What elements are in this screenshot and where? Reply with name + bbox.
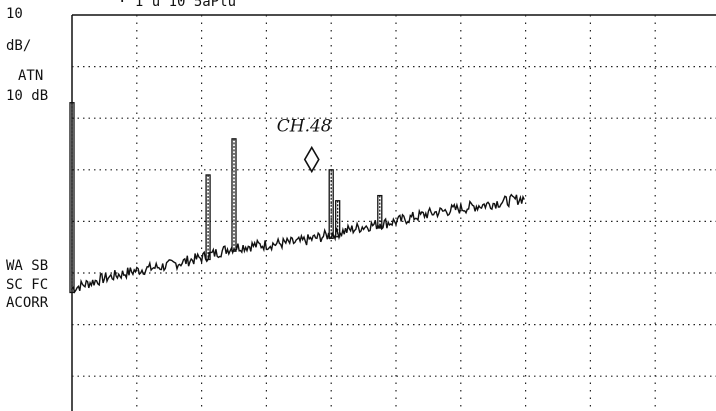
atten-value: 10 dB [6,88,48,104]
spectrum-trace [71,193,525,294]
mode-label-2: SC FC [6,277,48,293]
marker-diamond [303,145,320,174]
marker-label: CH.48 [277,116,332,136]
header-fragment: · 1 u 10 5aPlu [118,0,236,10]
mode-label-3: ACORR [6,295,49,311]
channel-marker [303,145,320,174]
graticule-grid [72,15,716,411]
scale-unit: dB/ [6,38,31,54]
mode-label-1: WA SB [6,258,48,274]
scale-value: 10 [6,6,23,22]
atten-label: ATN [18,68,43,84]
